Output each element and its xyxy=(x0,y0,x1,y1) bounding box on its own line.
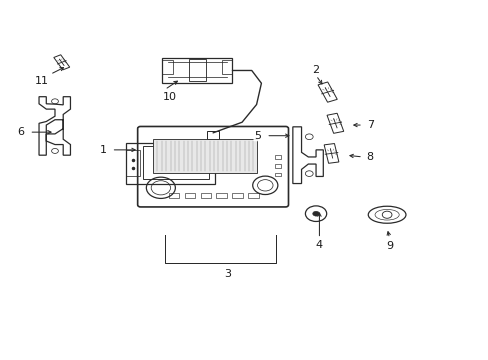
Text: 7: 7 xyxy=(366,120,373,130)
Text: 11: 11 xyxy=(34,76,48,86)
Text: 10: 10 xyxy=(162,92,176,102)
Text: 2: 2 xyxy=(312,65,319,75)
FancyBboxPatch shape xyxy=(152,139,256,173)
Text: 3: 3 xyxy=(224,269,231,279)
Text: 8: 8 xyxy=(366,152,373,162)
Text: 9: 9 xyxy=(385,240,392,251)
Text: 1: 1 xyxy=(99,145,106,155)
Text: 4: 4 xyxy=(315,240,323,250)
Text: 5: 5 xyxy=(254,131,261,141)
Text: 6: 6 xyxy=(17,127,24,137)
Circle shape xyxy=(312,211,319,216)
